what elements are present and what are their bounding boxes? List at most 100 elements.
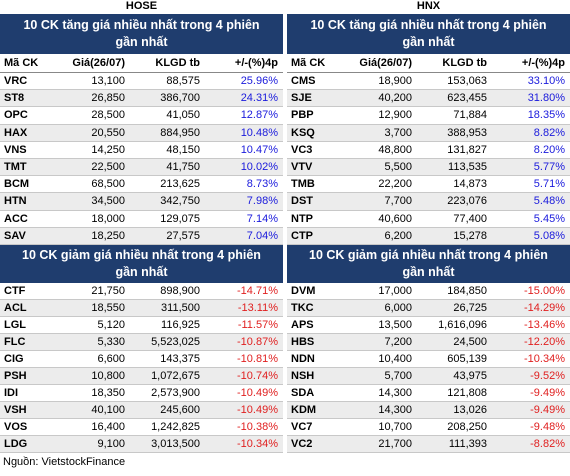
table-cell: 26,850	[55, 90, 130, 108]
stock-code: KSQ	[287, 124, 342, 142]
table-cell: 208,250	[417, 419, 492, 436]
table-cell: -9.48%	[492, 419, 570, 436]
table-cell: -9.49%	[492, 402, 570, 419]
stock-code: SAV	[0, 227, 55, 245]
table-cell: 7.04%	[205, 227, 283, 245]
table-cell: 5,330	[55, 334, 130, 351]
table-cell: 48,800	[342, 141, 417, 159]
table-cell: 8.73%	[205, 176, 283, 194]
table-cell: 26,725	[417, 300, 492, 317]
table-cell: 3,013,500	[130, 436, 205, 453]
table-cell: 28,500	[55, 107, 130, 125]
table-cell: 14,873	[417, 176, 492, 194]
stock-code: DVM	[287, 283, 342, 300]
table-cell: 1,072,675	[130, 368, 205, 385]
table-cell: 3,700	[342, 124, 417, 142]
stock-code: ACC	[0, 210, 55, 228]
table-cell: 121,808	[417, 385, 492, 402]
stock-code: VNS	[0, 141, 55, 159]
table-cell: 10,800	[55, 368, 130, 385]
table-cell: 111,393	[417, 436, 492, 453]
table-cell: 9,100	[55, 436, 130, 453]
table-cell: 213,625	[130, 176, 205, 194]
stock-code: VTV	[287, 159, 342, 177]
stock-code: VC7	[287, 419, 342, 436]
stock-code: CIG	[0, 351, 55, 368]
table-cell: -15.00%	[492, 283, 570, 300]
table-cell: 6,600	[55, 351, 130, 368]
column-header: Giá(26/07)	[342, 54, 417, 73]
table-cell: -14.71%	[205, 283, 283, 300]
table-cell: 88,575	[130, 73, 205, 91]
column-header: Giá(26/07)	[55, 54, 130, 73]
table-cell: 21,700	[342, 436, 417, 453]
table-cell: -10.49%	[205, 385, 283, 402]
table-cell: 18,550	[55, 300, 130, 317]
table-cell: -13.46%	[492, 317, 570, 334]
table-cell: 22,200	[342, 176, 417, 194]
table-cell: 77,400	[417, 210, 492, 228]
table-cell: 10.47%	[205, 141, 283, 159]
table-cell: 17,000	[342, 283, 417, 300]
table-cell: -9.49%	[492, 385, 570, 402]
table-cell: -10.49%	[205, 402, 283, 419]
table-cell: 2,573,900	[130, 385, 205, 402]
source: Nguồn: VietstockFinance	[3, 456, 126, 468]
table-cell: 68,500	[55, 176, 130, 194]
table-cell: -12.20%	[492, 334, 570, 351]
table-cell: 116,925	[130, 317, 205, 334]
table-cell: -9.52%	[492, 368, 570, 385]
table-cell: 5,500	[342, 159, 417, 177]
table-cell: 14,250	[55, 141, 130, 159]
table-cell: -13.11%	[205, 300, 283, 317]
stock-code: TKC	[287, 300, 342, 317]
stock-code: PBP	[287, 107, 342, 125]
table-cell: 18.35%	[492, 107, 570, 125]
table-cell: -8.82%	[492, 436, 570, 453]
table-cell: 10,700	[342, 419, 417, 436]
stock-code: KDM	[287, 402, 342, 419]
table-cell: 14,300	[342, 385, 417, 402]
table-cell: 41,050	[130, 107, 205, 125]
table-cell: 14,300	[342, 402, 417, 419]
table-cell: 388,953	[417, 124, 492, 142]
stock-code: VRC	[0, 73, 55, 91]
table-cell: 7.98%	[205, 193, 283, 211]
stock-code: TMT	[0, 159, 55, 177]
table-cell: 22,500	[55, 159, 130, 177]
table-cell: 34,500	[55, 193, 130, 211]
table-cell: -10.74%	[205, 368, 283, 385]
stock-code: VSH	[0, 402, 55, 419]
stock-code: ACL	[0, 300, 55, 317]
table-cell: 898,900	[130, 283, 205, 300]
table-cell: 18,000	[55, 210, 130, 228]
table-cell: -14.29%	[492, 300, 570, 317]
table-cell: -10.87%	[205, 334, 283, 351]
stock-code: VC3	[287, 141, 342, 159]
column-header: Mã CK	[0, 54, 55, 73]
section-title: 10 CK giảm giá nhiều nhất trong 4 phiên …	[287, 245, 570, 283]
table-cell: 21,750	[55, 283, 130, 300]
stock-code: NSH	[287, 368, 342, 385]
table-cell: 24,500	[417, 334, 492, 351]
table-cell: -10.34%	[492, 351, 570, 368]
table-cell: 5,120	[55, 317, 130, 334]
table-cell: 12,900	[342, 107, 417, 125]
table-cell: 311,500	[130, 300, 205, 317]
section-title: 10 CK tăng giá nhiều nhất trong 4 phiên …	[287, 14, 570, 54]
table-cell: 71,884	[417, 107, 492, 125]
section-title: 10 CK giảm giá nhiều nhất trong 4 phiên …	[0, 245, 283, 283]
table-cell: 16,400	[55, 419, 130, 436]
table-cell: 6,200	[342, 227, 417, 245]
section-title: 10 CK tăng giá nhiều nhất trong 4 phiên …	[0, 14, 283, 54]
stock-code: SDA	[287, 385, 342, 402]
table-cell: 15,278	[417, 227, 492, 245]
table-cell: 48,150	[130, 141, 205, 159]
stock-code: DST	[287, 193, 342, 211]
column-header: +/-(%)4p	[492, 54, 570, 73]
table-cell: 33.10%	[492, 73, 570, 91]
table-cell: 223,076	[417, 193, 492, 211]
table-cell: 5.48%	[492, 193, 570, 211]
table-cell: 40,600	[342, 210, 417, 228]
